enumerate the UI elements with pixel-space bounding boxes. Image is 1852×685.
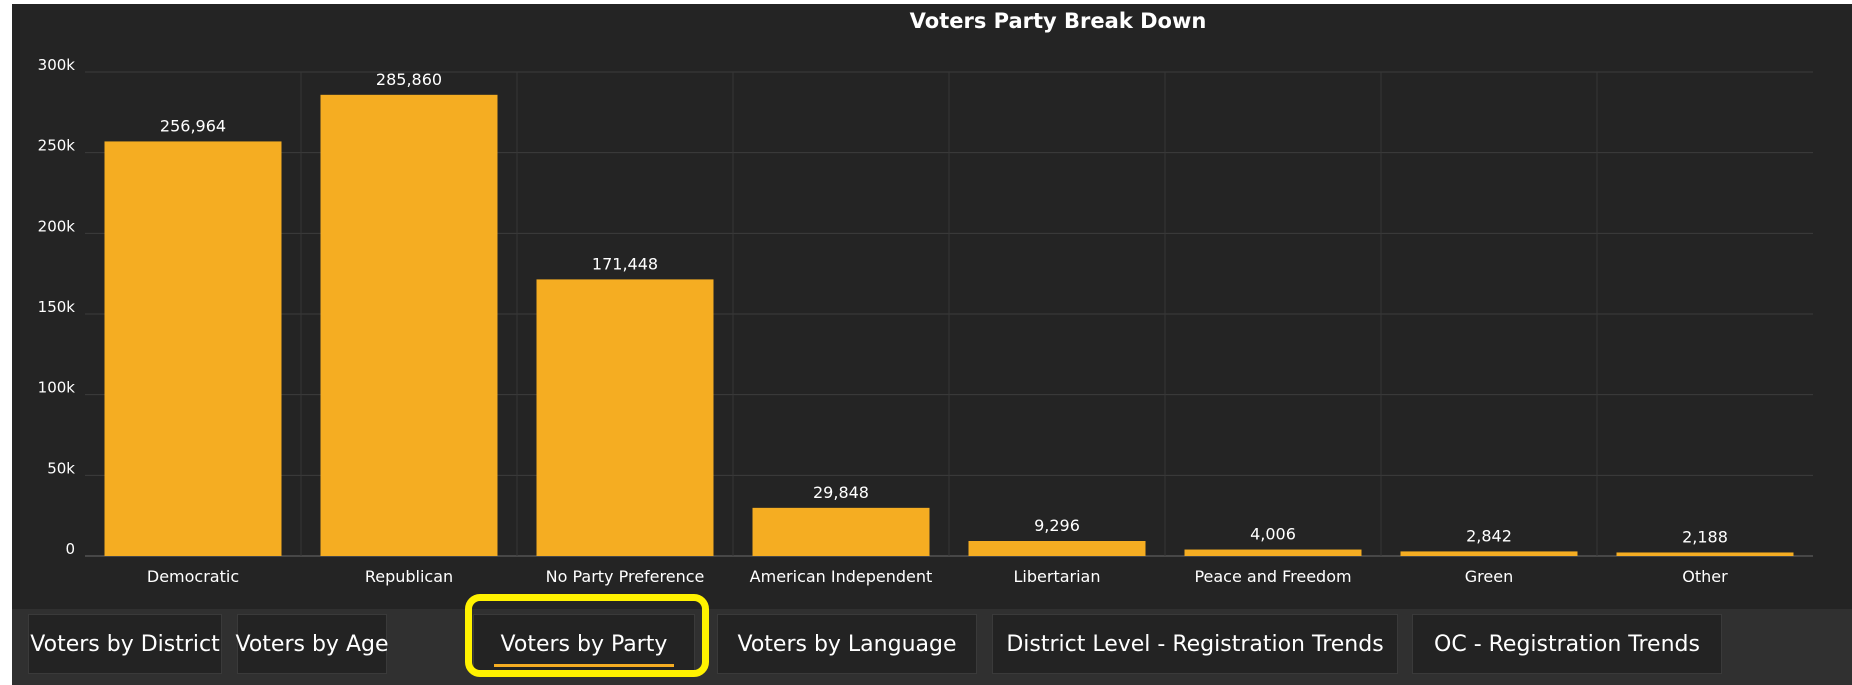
category-label: Libertarian xyxy=(1014,567,1101,586)
bar[interactable] xyxy=(320,94,498,556)
chart-title: Voters Party Break Down xyxy=(910,9,1207,33)
chart-panel: Voters Party Break Down 0 50k 100k 150k 200k… xyxy=(12,4,1852,685)
tab-voters-by-party[interactable]: Voters by Party xyxy=(473,614,695,674)
bar[interactable] xyxy=(1616,552,1794,556)
tab-district-level-registration-trends[interactable]: District Level - Registration Trends xyxy=(992,614,1398,674)
bar[interactable] xyxy=(1400,551,1578,556)
tab-voters-by-age[interactable]: Voters by Age xyxy=(235,614,389,674)
bar[interactable] xyxy=(1184,549,1362,556)
y-tick-label: 100k xyxy=(38,379,76,397)
bar-chart: Voters Party Break Down 0 50k 100k 150k 200k… xyxy=(38,9,1813,586)
bar[interactable] xyxy=(968,541,1146,556)
tab-voters-by-district[interactable]: Voters by District xyxy=(28,614,222,674)
tab-label: Voters by Language xyxy=(737,631,957,657)
data-label: 4,006 xyxy=(1250,525,1296,544)
tab-label: Voters by Party xyxy=(500,631,668,657)
data-label: 29,848 xyxy=(813,483,869,502)
data-label: 285,860 xyxy=(376,70,442,89)
bar[interactable] xyxy=(536,279,714,556)
category-label: American Independent xyxy=(750,567,933,586)
label-layer: 0 50k 100k 150k 200k 250k 300k 256,964 Democrati… xyxy=(38,56,1728,586)
tab-bar: Voters by District Voters by Age Voters … xyxy=(12,609,1852,685)
category-label: Democratic xyxy=(147,567,239,586)
y-tick-label: 150k xyxy=(38,298,76,316)
tab-label: District Level - Registration Trends xyxy=(1006,631,1384,657)
y-tick-label: 50k xyxy=(47,459,75,477)
y-tick-label: 250k xyxy=(38,137,76,155)
tab-label: OC - Registration Trends xyxy=(1434,631,1700,657)
bar[interactable] xyxy=(752,507,930,556)
bar[interactable] xyxy=(104,141,282,557)
category-label: Green xyxy=(1465,567,1513,586)
data-label: 2,188 xyxy=(1682,527,1728,546)
category-label: Republican xyxy=(365,567,453,586)
tab-voters-by-language[interactable]: Voters by Language xyxy=(717,614,977,674)
data-label: 2,842 xyxy=(1466,526,1512,545)
y-tick-label: 200k xyxy=(38,217,76,235)
category-label: No Party Preference xyxy=(546,567,705,586)
y-tick-label: 0 xyxy=(65,540,75,558)
data-label: 256,964 xyxy=(160,116,226,135)
active-tab-indicator xyxy=(494,664,674,667)
data-label: 9,296 xyxy=(1034,516,1080,535)
tab-label: Voters by District xyxy=(30,631,220,657)
category-label: Peace and Freedom xyxy=(1194,567,1351,586)
tab-label: Voters by Age xyxy=(235,631,389,657)
bar-layer xyxy=(104,94,1794,557)
y-tick-label: 300k xyxy=(38,56,76,74)
category-label: Other xyxy=(1682,567,1728,586)
data-label: 171,448 xyxy=(592,254,658,273)
tab-oc-registration-trends[interactable]: OC - Registration Trends xyxy=(1412,614,1722,674)
